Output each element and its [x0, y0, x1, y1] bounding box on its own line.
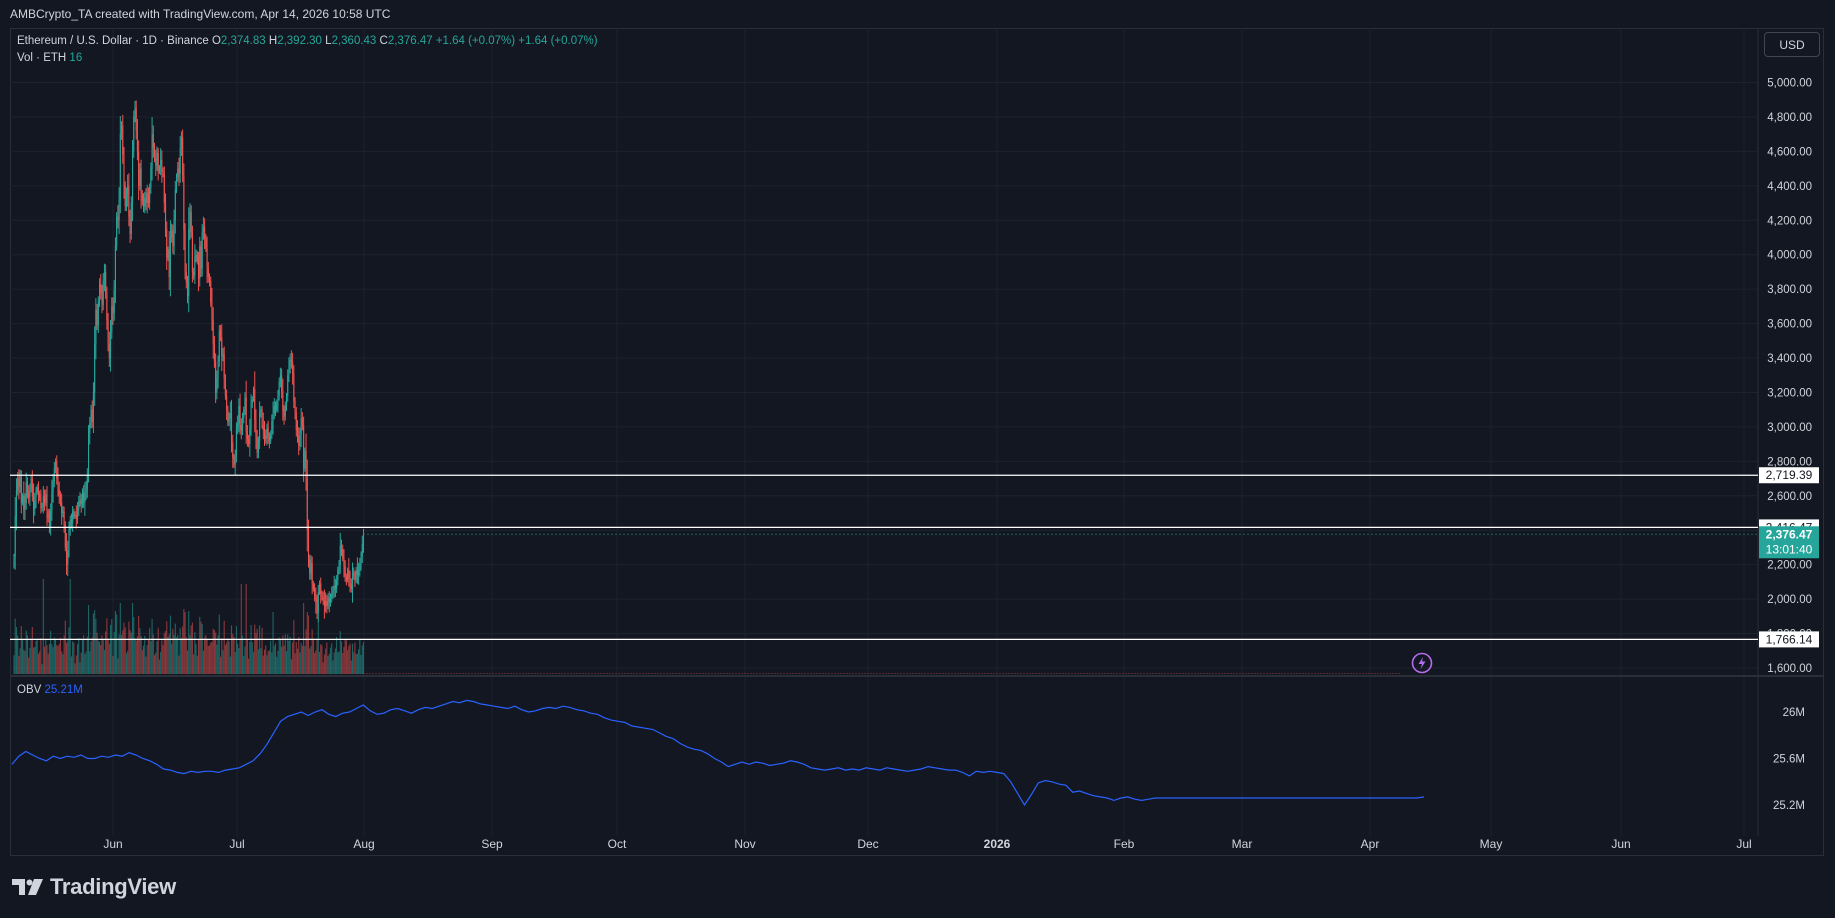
low-value: 2,360.43: [331, 35, 377, 47]
top-bar: AMBCrypto_TA created with TradingView.co…: [0, 0, 1835, 28]
tradingview-logo[interactable]: TradingView: [12, 874, 176, 900]
low-label: L: [325, 35, 332, 47]
chart-frame[interactable]: [10, 28, 1824, 856]
tradingview-wordmark: TradingView: [50, 874, 176, 899]
currency-button[interactable]: USD: [1764, 32, 1820, 57]
volume-legend[interactable]: Vol · ETH 16: [17, 52, 82, 64]
volume-label: Vol · ETH: [17, 52, 67, 64]
tradingview-logo-icon: [12, 879, 43, 895]
volume-value: 16: [69, 52, 83, 64]
chart-credit: AMBCrypto_TA created with TradingView.co…: [10, 7, 391, 21]
obv-legend[interactable]: OBV 25.21M: [17, 684, 83, 696]
symbol-title[interactable]: Ethereum / U.S. Dollar · 1D · Binance: [17, 35, 209, 47]
lightning-icon[interactable]: [1409, 650, 1435, 676]
obv-label: OBV: [17, 684, 42, 696]
high-label: H: [268, 35, 278, 47]
bottom-bar: [0, 856, 1835, 918]
close-value: 2,376.47: [387, 35, 433, 47]
high-value: 2,392.30: [277, 35, 322, 47]
obv-value: 25.21M: [44, 684, 83, 696]
open-label: O: [211, 35, 221, 47]
close-label: C: [379, 35, 388, 47]
change-value-2: +1.64 (+0.07%): [518, 35, 598, 47]
open-value: 2,374.83: [220, 35, 266, 47]
change-value: +1.64 (+0.07%): [435, 35, 516, 47]
ohlc-legend: Ethereum / U.S. Dollar · 1D · Binance O2…: [17, 35, 598, 47]
